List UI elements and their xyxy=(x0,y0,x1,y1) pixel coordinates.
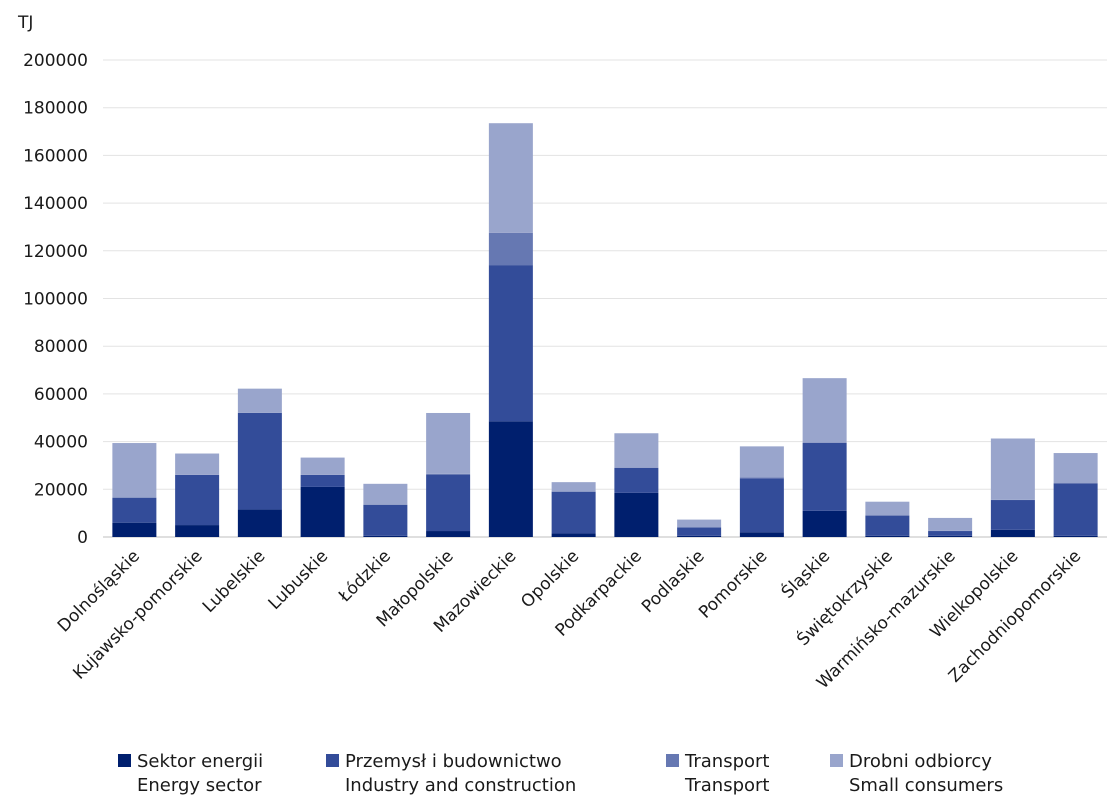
bar-segment xyxy=(112,522,157,537)
bar-segment xyxy=(300,457,345,475)
bar-segment xyxy=(426,531,471,537)
bar-segment xyxy=(237,412,282,510)
legend-item-energy-sector: Sektor energii Energy sector xyxy=(118,750,263,798)
bar-segment xyxy=(363,504,408,536)
legend-label-en: Energy sector xyxy=(137,775,262,796)
y-tick-label: 200000 xyxy=(23,51,88,71)
bar-segment xyxy=(175,474,220,526)
bar-segment xyxy=(488,232,533,266)
y-tick-label: 0 xyxy=(77,528,88,548)
bar-segment xyxy=(990,438,1035,500)
bar-segment xyxy=(112,443,157,498)
bar-segment xyxy=(614,433,659,468)
legend-label-pl: Przemysł i budownictwo xyxy=(345,751,562,772)
bar-segment xyxy=(1053,483,1098,536)
bar-segment xyxy=(300,486,345,537)
y-tick-label: 60000 xyxy=(34,385,88,405)
bar-segment xyxy=(928,531,973,536)
bar-segment xyxy=(802,378,847,443)
y-axis-unit-label: TJ xyxy=(17,13,33,33)
bar-segment xyxy=(865,535,910,537)
bar-segment xyxy=(551,491,596,534)
bar-segment xyxy=(363,535,408,537)
x-tick-label: Łódzkie xyxy=(334,546,395,607)
bar-segment xyxy=(739,477,784,479)
bar-segment xyxy=(426,474,471,532)
legend-item-small-consumers: Drobni odbiorcy Small consumers xyxy=(830,750,1003,798)
bar-segment xyxy=(112,497,157,523)
bar-segment xyxy=(739,446,784,478)
legend: Sektor energii Energy sector Przemysł i … xyxy=(118,750,1098,802)
bar-stacks xyxy=(112,123,1098,537)
legend-label-pl: Sektor energii xyxy=(137,751,264,772)
y-tick-label: 160000 xyxy=(23,146,88,166)
bar-segment xyxy=(426,412,471,474)
bar-segment xyxy=(990,500,1035,530)
bar-segment xyxy=(237,509,282,537)
bar-segment xyxy=(426,473,471,475)
legend-label-en: Industry and construction xyxy=(345,775,577,796)
x-tick-label: Opolskie xyxy=(517,546,583,612)
bar-segment xyxy=(488,265,533,422)
legend-item-industry: Przemysł i budownictwo Industry and cons… xyxy=(326,750,576,798)
bar-segment xyxy=(865,501,910,516)
bar-segment xyxy=(488,123,533,233)
bar-segment xyxy=(175,525,220,537)
bar-segment xyxy=(1053,535,1098,537)
bar-segment xyxy=(677,519,722,528)
legend-label-pl: Drobni odbiorcy xyxy=(849,751,992,772)
y-tick-label: 100000 xyxy=(23,290,88,310)
legend-label-en: Small consumers xyxy=(849,775,1004,796)
bar-segment xyxy=(551,482,596,492)
legend-swatch-transport xyxy=(666,754,679,767)
bar-segment xyxy=(739,532,784,537)
bar-segment xyxy=(865,515,910,536)
bar-segment xyxy=(802,510,847,537)
bar-segment xyxy=(175,453,220,475)
bar-segment xyxy=(677,527,722,536)
bar-segment xyxy=(614,467,659,493)
bar-segment xyxy=(300,474,345,487)
bar-segment xyxy=(928,517,973,531)
y-tick-label: 20000 xyxy=(34,480,88,500)
bar-segment xyxy=(614,492,659,537)
legend-label-pl: Transport xyxy=(685,751,770,772)
x-tick-label: Pomorskie xyxy=(695,546,771,622)
x-axis-category-labels: DolnośląskieKujawsko-pomorskieLubelskieL… xyxy=(54,545,1085,693)
legend-swatch-small-consumers xyxy=(830,754,843,767)
bar-segment xyxy=(928,535,973,537)
x-tick-label: Lubelskie xyxy=(199,546,270,617)
y-tick-label: 80000 xyxy=(34,337,88,357)
legend-swatch-energy-sector xyxy=(118,754,131,767)
legend-item-transport: Transport Transport xyxy=(666,750,769,798)
legend-swatch-industry xyxy=(326,754,339,767)
y-tick-label: 140000 xyxy=(23,194,88,214)
y-tick-label: 180000 xyxy=(23,99,88,119)
y-axis-ticks: 0 20000 40000 60000 80000 100000 120000 140000 1… xyxy=(23,51,88,548)
bar-segment xyxy=(363,483,408,505)
x-tick-label: Kujawsko-pomorskie xyxy=(69,546,206,683)
bar-segment xyxy=(237,388,282,413)
bar-segment xyxy=(990,529,1035,537)
bar-segment xyxy=(739,478,784,533)
bar-segment xyxy=(802,442,847,511)
y-tick-label: 40000 xyxy=(34,433,88,453)
bar-segment xyxy=(677,535,722,537)
bar-segment xyxy=(488,421,533,537)
stacked-bar-chart: TJ 0 20000 40000 60000 80000 100000 120000 1400… xyxy=(17,13,1107,693)
x-tick-label: Śląskie xyxy=(776,545,834,603)
legend-label-en: Transport xyxy=(685,775,770,796)
bar-segment xyxy=(551,533,596,537)
bar-segment xyxy=(1053,453,1098,484)
x-tick-label: Lubuskie xyxy=(265,546,332,613)
y-tick-label: 120000 xyxy=(23,242,88,262)
